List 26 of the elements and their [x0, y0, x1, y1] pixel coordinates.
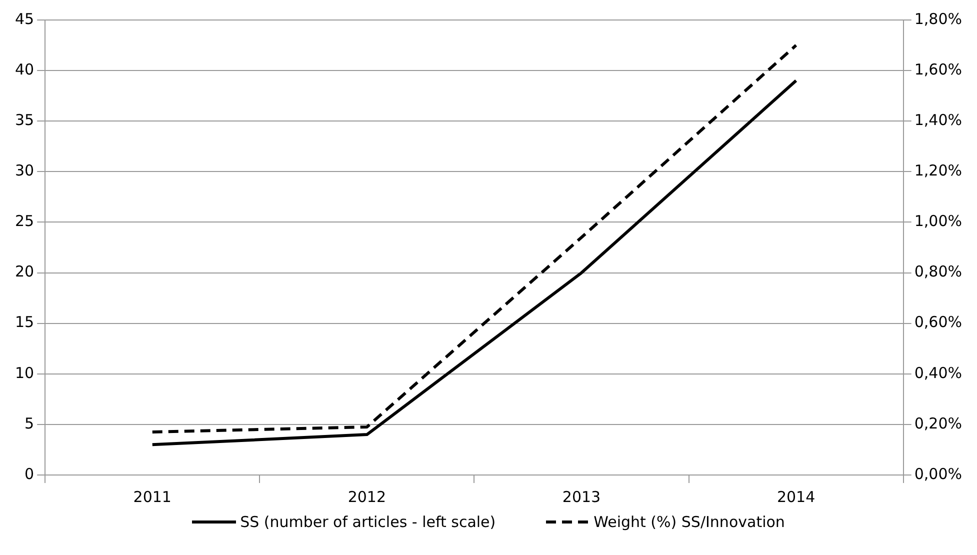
y2-tick-label: 1,80% — [914, 10, 962, 28]
y-tick-label: 20 — [14, 262, 34, 281]
y2-tick-label: 0,60% — [914, 313, 962, 332]
y2-tick-label: 0,20% — [914, 414, 962, 432]
y2-tick-label: 0,40% — [914, 364, 962, 382]
y-tick-label: 40 — [14, 60, 34, 78]
y2-tick-label: 1,60% — [914, 60, 962, 78]
legend-label: Weight (%) SS/Innovation — [594, 513, 785, 531]
y2-tick-label: 1,00% — [914, 212, 962, 230]
x-tick-label: 2011 — [133, 488, 172, 506]
y-tick-label: 25 — [14, 212, 34, 230]
x-tick-label: 2013 — [562, 488, 601, 506]
y2-tick-label: 1,20% — [914, 162, 962, 180]
legend-label: SS (number of articles - left scale) — [240, 513, 496, 531]
y-tick-label: 10 — [14, 364, 34, 382]
y2-tick-label: 0,80% — [914, 262, 962, 281]
y-tick-label: 45 — [14, 10, 34, 28]
y-tick-label: 5 — [24, 414, 34, 432]
y-tick-label: 35 — [14, 111, 34, 129]
y-tick-label: 30 — [14, 162, 34, 180]
x-tick-label: 2012 — [348, 488, 386, 506]
x-tick-label: 2014 — [776, 488, 816, 506]
y2-tick-label: 1,40% — [914, 111, 962, 129]
y-tick-label: 0 — [24, 464, 34, 483]
y2-tick-label: 0,00% — [914, 464, 962, 483]
y-tick-label: 15 — [14, 313, 34, 332]
